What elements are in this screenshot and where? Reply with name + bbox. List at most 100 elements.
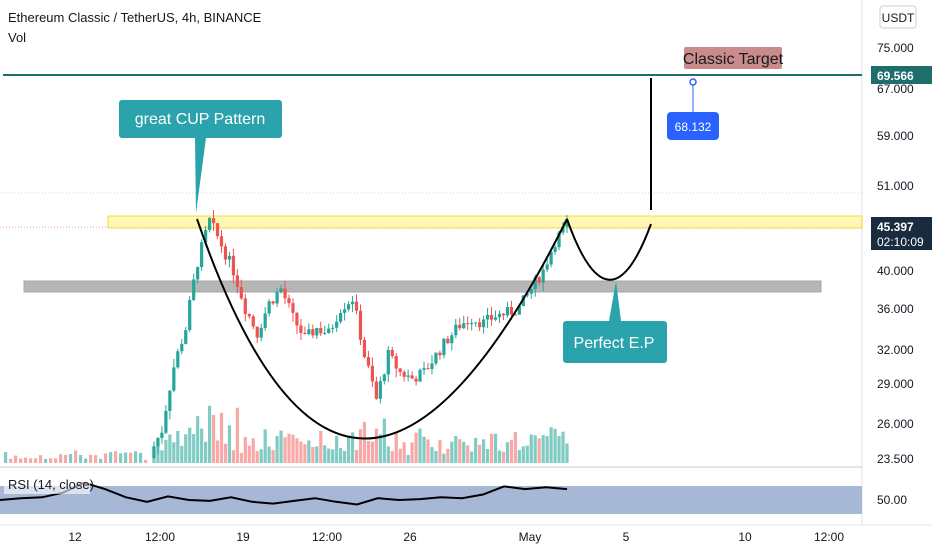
target-label[interactable]: Classic Target	[683, 47, 784, 69]
rsi-band	[0, 486, 862, 514]
candle	[354, 301, 359, 311]
volume-bar	[358, 429, 363, 463]
candle	[378, 381, 382, 399]
candle	[303, 333, 307, 335]
cup-callout[interactable]: great CUP Pattern	[119, 100, 282, 213]
volume-bar	[134, 451, 138, 463]
time-label: 12:00	[814, 530, 844, 544]
candle	[172, 367, 176, 391]
candle	[192, 279, 196, 300]
volume-bar	[323, 445, 327, 463]
candle	[311, 329, 315, 336]
volume-bar	[374, 428, 378, 463]
candle	[374, 381, 378, 399]
volume-bar	[184, 434, 188, 463]
volume-bar	[402, 442, 406, 463]
volume-bar	[438, 440, 442, 463]
volume-bar	[129, 452, 133, 463]
entry-callout-text: Perfect E.P	[574, 335, 655, 352]
candle	[235, 275, 239, 287]
volume-bar	[565, 443, 569, 463]
volume-bar	[390, 451, 394, 463]
price-tick: 40.000	[877, 264, 914, 278]
volume-bar	[327, 448, 331, 463]
candle	[553, 247, 557, 252]
price-tick: 59.000	[877, 129, 914, 143]
volume-bar	[89, 454, 93, 463]
volume-bar	[291, 434, 295, 463]
volume-bar	[196, 416, 200, 463]
candle	[219, 236, 224, 247]
rsi-line	[0, 481, 568, 506]
candle	[247, 313, 251, 317]
volume-bar	[109, 452, 113, 463]
candle	[283, 288, 287, 299]
volume-bar	[231, 450, 235, 463]
time-label: 12	[68, 530, 82, 544]
candle	[414, 378, 418, 382]
candle	[485, 314, 490, 320]
volume-bar	[462, 441, 466, 463]
volume-bar	[247, 445, 251, 463]
volume-bar	[9, 458, 13, 463]
target-label-text: Classic Target	[683, 51, 784, 68]
volume-bar	[215, 440, 220, 463]
volume-bar	[180, 445, 184, 463]
time-label: 10	[738, 530, 752, 544]
candle	[243, 298, 247, 314]
candle	[295, 312, 299, 326]
volume-bar	[474, 437, 478, 463]
time-axis: 12 12:00 19 12:00 26 May 5 10 12:00	[68, 530, 844, 544]
candle	[390, 350, 394, 357]
target-price-badge-text: 69.566	[877, 69, 914, 83]
entry-callout[interactable]: Perfect E.P	[563, 281, 667, 363]
volume-bar	[489, 433, 494, 463]
volume-bar	[200, 428, 204, 463]
candle	[168, 390, 172, 411]
price-axis-pane	[862, 0, 932, 550]
volume-bar	[378, 434, 382, 463]
cup-curve	[196, 218, 568, 440]
candle	[152, 446, 156, 459]
volume-bar	[283, 437, 287, 463]
candle	[430, 363, 434, 370]
candle	[446, 338, 450, 344]
price-tick: 26.000	[877, 417, 914, 431]
entry-callout-box	[563, 281, 667, 363]
volume-bar	[315, 446, 319, 463]
candle	[267, 301, 271, 314]
candle	[207, 218, 212, 231]
candle	[180, 343, 184, 352]
candle	[362, 339, 367, 358]
volume-bar	[251, 438, 255, 463]
candle	[505, 307, 510, 316]
volume-bar	[114, 451, 118, 463]
candle	[315, 328, 319, 336]
symbol-title: Ethereum Classic / TetherUS, 4h, BINANCE	[8, 10, 262, 25]
volume-bar	[74, 450, 78, 463]
target-price-badge	[871, 66, 932, 84]
support-zone	[23, 280, 822, 293]
rsi-label: RSI (14, close)	[8, 477, 94, 492]
volume-bar	[386, 446, 390, 463]
projected-price-text: 68.132	[675, 120, 712, 134]
candle	[533, 277, 537, 289]
volume-bar	[398, 448, 402, 463]
projected-price-anchor	[689, 78, 697, 86]
projected-price-label[interactable]: 68.132	[667, 78, 719, 140]
candle	[438, 352, 442, 356]
candle	[509, 307, 513, 315]
volume-bar	[160, 450, 164, 463]
price-ticks: 75.000 67.000 59.000 51.000 40.000 36.00…	[877, 41, 914, 507]
currency-button[interactable]: USDT	[879, 5, 917, 29]
candle	[200, 242, 204, 268]
volume-bar	[4, 452, 8, 463]
volume-bar	[69, 453, 73, 463]
volume-bar	[414, 432, 418, 463]
candle	[275, 292, 279, 304]
candle	[279, 288, 283, 293]
candle	[211, 218, 216, 224]
candle	[541, 269, 545, 283]
volume-bar	[485, 448, 490, 463]
